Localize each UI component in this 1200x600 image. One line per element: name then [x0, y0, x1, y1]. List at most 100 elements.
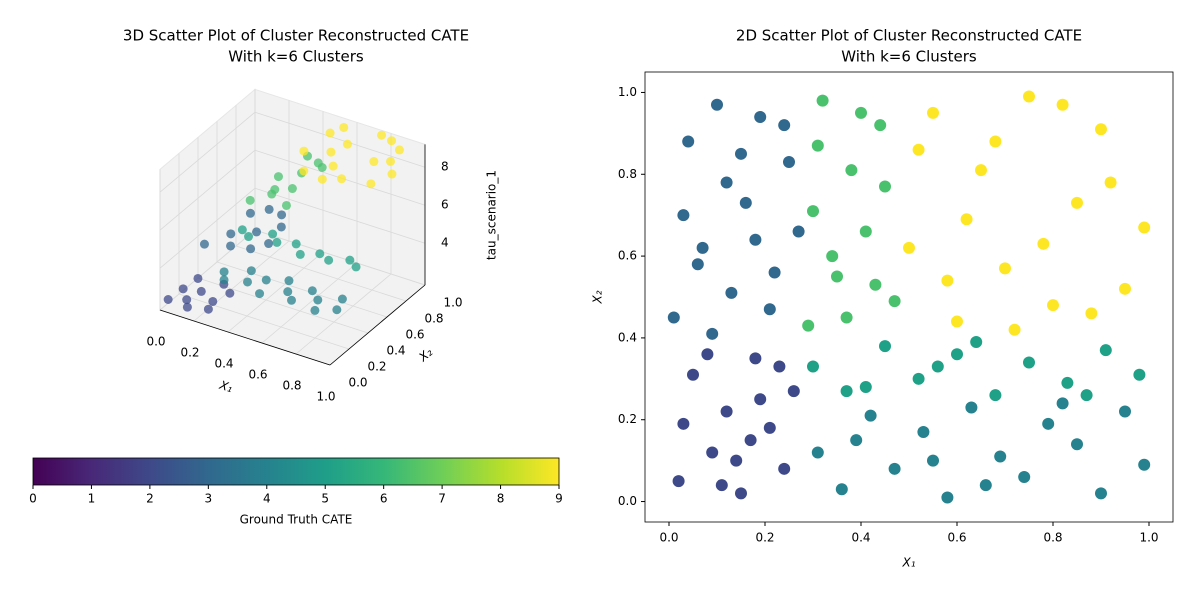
point	[845, 164, 858, 177]
point	[342, 139, 352, 149]
point	[802, 319, 815, 332]
point	[941, 491, 954, 504]
point	[244, 232, 254, 242]
y-tick-label: 0.6	[618, 249, 637, 263]
colorbar-label: Ground Truth CATE	[240, 513, 353, 527]
point	[739, 196, 752, 209]
point	[1061, 376, 1074, 389]
point	[912, 143, 925, 156]
point	[1056, 397, 1069, 410]
point	[387, 136, 397, 146]
x-axis-label: X₁	[901, 556, 915, 570]
grid-line	[159, 149, 256, 231]
point	[979, 479, 992, 492]
point	[178, 284, 188, 294]
point	[994, 450, 1007, 463]
grid-line	[254, 111, 426, 168]
y-tick-label: 1.0	[443, 296, 462, 310]
point	[273, 172, 283, 182]
point	[787, 385, 800, 398]
point	[326, 147, 336, 157]
point	[366, 179, 376, 189]
point	[1080, 389, 1093, 402]
point	[284, 276, 294, 286]
grid-line	[159, 229, 256, 311]
point	[325, 128, 335, 138]
point	[332, 305, 342, 315]
point	[328, 161, 338, 171]
point	[783, 156, 795, 168]
point	[874, 119, 887, 132]
point	[268, 229, 278, 239]
point	[1119, 282, 1131, 295]
point	[317, 174, 327, 184]
grid-line	[261, 262, 358, 344]
point	[1071, 438, 1083, 451]
point	[219, 267, 229, 277]
colorbar-tick-label: 7	[438, 492, 446, 506]
point	[999, 262, 1011, 275]
chart-title: With k=6 Clusters	[228, 48, 364, 66]
point	[387, 169, 397, 179]
point	[687, 368, 699, 381]
point	[252, 227, 262, 237]
point	[369, 157, 379, 167]
point	[951, 348, 963, 361]
grid-line	[178, 293, 350, 350]
x-axis-label: X₁	[217, 378, 235, 396]
point	[1133, 368, 1146, 381]
point	[888, 295, 901, 308]
point	[951, 315, 963, 328]
point	[879, 180, 891, 193]
point	[310, 305, 320, 315]
grid-line	[235, 245, 407, 302]
point	[1085, 307, 1098, 320]
point	[917, 426, 930, 438]
y-tick-label: 0.2	[367, 360, 386, 374]
point	[715, 479, 728, 492]
point	[281, 200, 291, 210]
y-tick-label: 0.8	[424, 312, 443, 326]
point	[193, 273, 203, 283]
point	[667, 311, 680, 324]
point	[773, 360, 786, 373]
point	[377, 130, 387, 140]
point	[931, 360, 944, 373]
point	[226, 241, 236, 251]
point	[869, 278, 882, 291]
point	[735, 147, 747, 160]
point	[245, 195, 255, 205]
point	[270, 185, 280, 194]
x-tick-label: 0.2	[755, 531, 774, 545]
point	[276, 222, 286, 232]
z-tick-label: 8	[441, 160, 449, 174]
point	[768, 266, 781, 279]
point	[859, 225, 872, 238]
point	[313, 295, 323, 305]
point	[754, 393, 767, 406]
y-axis-label: X₂	[591, 290, 605, 304]
point	[811, 139, 824, 152]
y-tick-label: 0.4	[618, 330, 637, 344]
y-tick-label: 0.6	[405, 328, 424, 342]
grid-line	[295, 273, 392, 355]
point	[735, 487, 747, 500]
point	[1104, 176, 1117, 189]
point	[1056, 98, 1069, 111]
colorbar-tick-label: 8	[497, 492, 505, 506]
colorbar-tick-label: 9	[555, 492, 563, 506]
point	[182, 295, 192, 305]
colorbar-tick-label: 6	[380, 492, 388, 506]
point	[196, 286, 206, 296]
point	[835, 483, 848, 496]
point	[730, 454, 743, 467]
point	[1071, 196, 1083, 209]
point	[287, 184, 297, 194]
plot-frame	[644, 71, 1174, 523]
axis-line	[159, 309, 331, 366]
point	[246, 244, 256, 254]
point	[226, 229, 236, 239]
point	[879, 340, 891, 353]
point	[927, 454, 939, 467]
